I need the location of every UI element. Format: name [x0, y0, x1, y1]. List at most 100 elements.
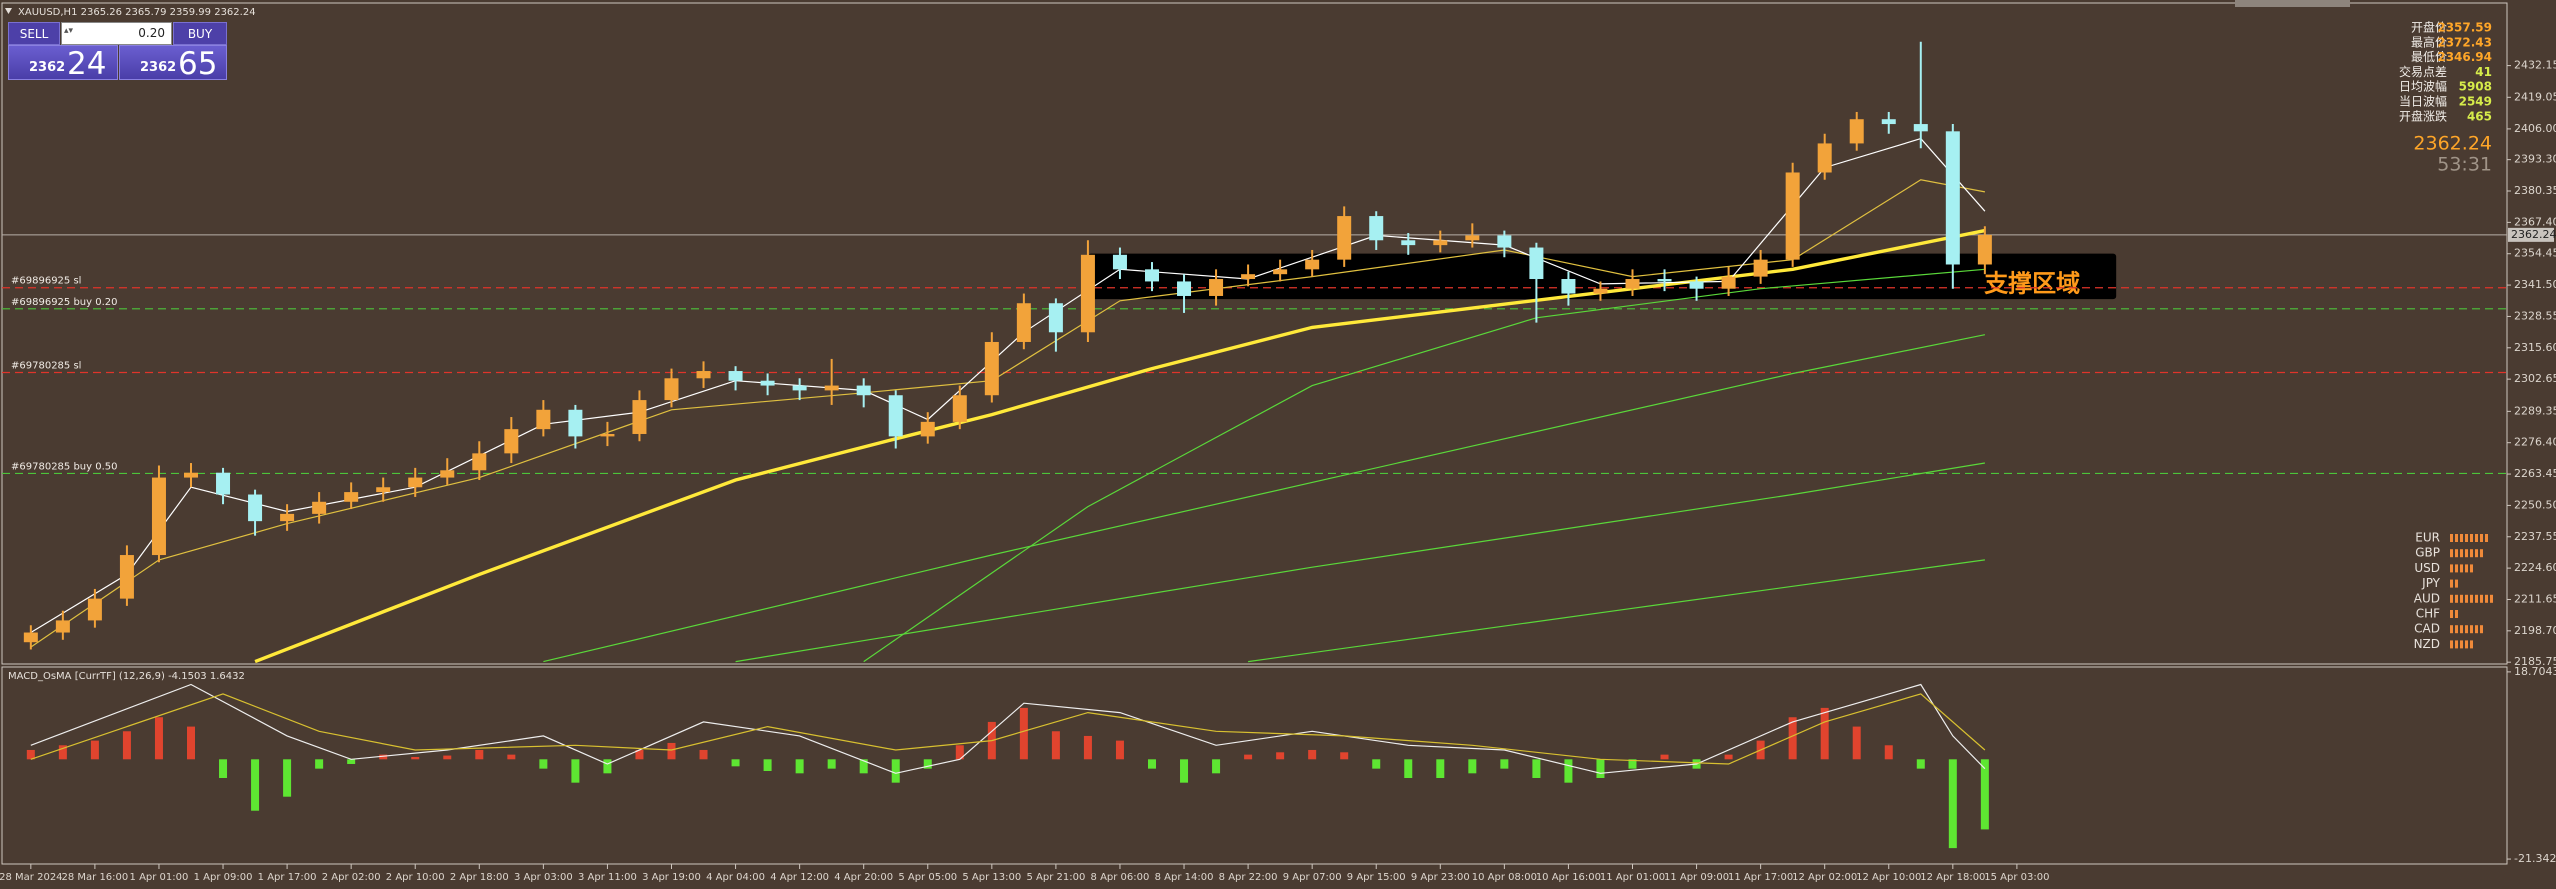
y-tick-label: 18.7043	[2514, 665, 2556, 678]
candle-body	[1849, 119, 1864, 144]
candle-body	[920, 421, 935, 437]
currency-name: USD	[2414, 561, 2440, 575]
osma-bar	[603, 759, 612, 774]
osma-bar	[1884, 745, 1893, 760]
osma-bar	[443, 755, 452, 760]
candle-body	[536, 409, 551, 430]
indicator-line	[1248, 559, 1985, 663]
x-tick-label: 4 Apr 12:00	[770, 872, 829, 883]
x-tick-label: 11 Apr 01:00	[1600, 872, 1665, 883]
order-line-label: #69780285 sl	[11, 360, 81, 371]
x-tick-label: 10 Apr 08:00	[1472, 872, 1537, 883]
x-tick-label: 5 Apr 05:00	[898, 872, 957, 883]
candle-body	[1016, 303, 1031, 342]
y-tick-label: 2367.40	[2514, 215, 2556, 228]
candle-body	[1401, 240, 1416, 246]
y-tick-label: 2328.55	[2514, 309, 2556, 322]
candle-body	[1593, 288, 1608, 294]
last-price: 2362.24	[2413, 133, 2492, 155]
candle-body	[1433, 240, 1448, 246]
info-value: 2372.43	[2437, 35, 2492, 49]
x-tick-label: 1 Apr 01:00	[130, 872, 189, 883]
osma-bar	[219, 759, 228, 779]
x-tick-label: 3 Apr 11:00	[578, 872, 637, 883]
osma-bar	[1308, 749, 1317, 760]
osma-bar	[1596, 759, 1605, 779]
candle-body	[728, 371, 743, 381]
sell-button[interactable]: SELL	[8, 22, 60, 45]
candle-body	[183, 472, 198, 478]
bid-tail: 24	[67, 46, 107, 82]
candle-body	[312, 501, 327, 514]
order-line-label: #69896925 buy 0.20	[11, 297, 118, 308]
osma-bar	[1532, 759, 1541, 779]
indicator-line	[543, 334, 1986, 663]
x-tick-label: 12 Apr 18:00	[1920, 872, 1985, 883]
candle-body	[151, 477, 166, 556]
candle-body	[1144, 269, 1159, 282]
indicator-line	[863, 268, 1985, 663]
x-tick-label: 12 Apr 10:00	[1856, 872, 1921, 883]
currency-name: GBP	[2415, 546, 2440, 560]
lot-input[interactable]: 0.20	[61, 22, 172, 45]
ask-box[interactable]: 2362 65	[119, 45, 227, 82]
candle-body	[87, 598, 102, 621]
osma-bar	[186, 726, 195, 760]
y-tick-label: -21.3428	[2514, 852, 2556, 865]
osma-bar	[411, 756, 420, 760]
candle-body	[376, 487, 391, 493]
candle-body	[888, 395, 903, 437]
x-tick-label: 15 Apr 03:00	[1984, 872, 2049, 883]
x-tick-label: 5 Apr 13:00	[962, 872, 1021, 883]
candle-body	[1080, 254, 1095, 333]
y-tick-label: 2406.00	[2514, 122, 2556, 135]
candle-body	[440, 470, 455, 478]
candle-body	[568, 409, 583, 437]
currency-strength	[2450, 610, 2460, 618]
x-tick-label: 8 Apr 06:00	[1091, 872, 1150, 883]
candle-body	[984, 341, 999, 396]
info-label: 当日波幅	[2399, 94, 2447, 109]
candle-body	[760, 380, 775, 386]
candle-body	[472, 453, 487, 471]
osma-bar	[1372, 759, 1381, 769]
candle-body	[408, 477, 423, 488]
candle-body	[1305, 259, 1320, 270]
osma-bar	[1980, 759, 1989, 830]
currency-strength	[2450, 640, 2475, 649]
x-tick-label: 1 Apr 17:00	[258, 872, 317, 883]
y-tick-label: 2289.35	[2514, 404, 2556, 417]
buy-button[interactable]: BUY	[173, 22, 227, 45]
y-tick-label: 2198.70	[2514, 624, 2556, 637]
currency-strength	[2450, 534, 2490, 542]
candle-body	[664, 378, 679, 401]
osma-bar	[635, 749, 644, 760]
support-zone-label: 支撑区域	[1984, 269, 2080, 297]
x-tick-label: 12 Apr 02:00	[1792, 872, 1857, 883]
info-value: 41	[2475, 65, 2492, 79]
candle-body	[1945, 131, 1960, 265]
price-tag	[2508, 227, 2554, 242]
candle-body	[1753, 259, 1768, 277]
osma-bar	[1628, 759, 1637, 769]
x-tick-label: 9 Apr 23:00	[1411, 872, 1470, 883]
osma-bar	[1244, 754, 1253, 760]
candle-body	[248, 494, 263, 522]
y-tick-label: 2263.45	[2514, 467, 2556, 480]
candle-body	[1913, 124, 1928, 132]
order-line-label: #69780285 buy 0.50	[11, 461, 118, 472]
indicator-line	[735, 462, 1985, 663]
y-tick-label: 2341.50	[2514, 278, 2556, 291]
candle-body	[216, 472, 231, 495]
candle-body	[1112, 254, 1127, 270]
candle-body	[1048, 303, 1063, 333]
candle-body	[119, 555, 134, 599]
x-tick-label: 8 Apr 22:00	[1219, 872, 1278, 883]
currency-name: CHF	[2416, 607, 2440, 621]
osma-bar	[571, 759, 580, 783]
y-tick-label: 2224.60	[2514, 561, 2556, 574]
bid-box[interactable]: 2362 24	[8, 45, 118, 82]
bid-head: 2362	[29, 60, 66, 75]
lot-arrow[interactable]: ▴▾	[64, 26, 74, 36]
candle-body	[1561, 279, 1576, 294]
